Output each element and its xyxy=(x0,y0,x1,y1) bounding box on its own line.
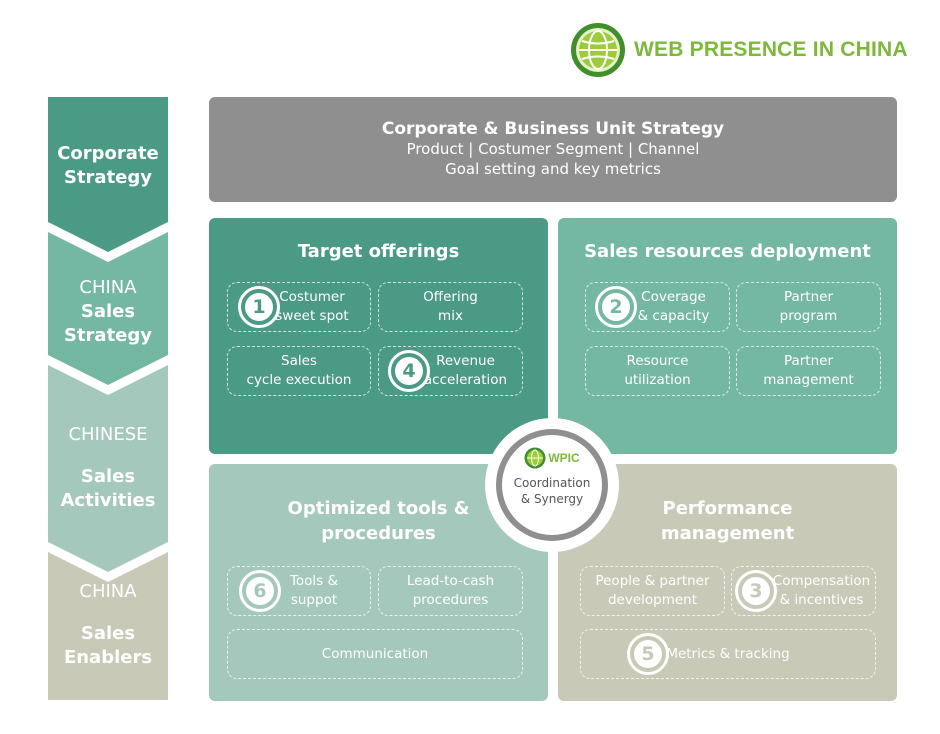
quadrant-title: Optimized tools & procedures xyxy=(287,498,470,544)
stage-corporate-shape xyxy=(48,97,168,252)
box-coverage-capacity: Coverage & capacity xyxy=(585,282,730,332)
stage-corporate-label: Corporate Strategy xyxy=(57,143,159,188)
box-tools-suppot: Tools & suppot xyxy=(227,566,371,616)
box-compensation-incentives: Compensation & incentives xyxy=(731,566,876,616)
brand-logo: WEB PRESENCE IN CHINA xyxy=(570,22,908,78)
banner-line-2: Goal setting and key metrics xyxy=(445,160,661,178)
quadrant-title: Sales resources deployment xyxy=(584,241,871,262)
box-people-partner-development: People & partner development xyxy=(580,566,725,616)
step-badge-1: 1 xyxy=(238,286,280,328)
box-communication: Communication xyxy=(227,629,523,679)
globe-icon xyxy=(524,447,546,469)
box-partner-management: Partner management xyxy=(736,346,881,396)
step-badge-2: 2 xyxy=(595,286,637,328)
quadrant-title: Target offerings xyxy=(297,241,460,262)
stage-sales-strategy-shape xyxy=(48,232,168,385)
box-partner-program: Partner program xyxy=(736,282,881,332)
step-badge-3: 3 xyxy=(735,570,777,612)
stage-sales-activities-label: CHINESE Sales Activities xyxy=(60,424,156,511)
quadrant-target-offerings: Target offerings Costumer sweet spot 1 Of… xyxy=(209,218,548,454)
stage-sales-activities-shape xyxy=(48,365,168,572)
box-lead-to-cash: Lead-to-cash procedures xyxy=(378,566,523,616)
stage-sales-strategy-label: CHINA Sales Strategy xyxy=(63,277,153,346)
quadrant-title: Performance management xyxy=(660,498,795,544)
coordination-hub: WPIC Coordination & Synergy xyxy=(485,418,619,552)
step-badge-5: 5 xyxy=(627,633,669,675)
box-resource-utilization: Resource utilization xyxy=(585,346,730,396)
box-sales-cycle-execution: Sales cycle execution xyxy=(227,346,371,396)
box-metrics-tracking: Metrics & tracking xyxy=(580,629,876,679)
hub-line-2: & Synergy xyxy=(520,492,584,506)
brand-name: WEB PRESENCE IN CHINA xyxy=(634,38,908,61)
box-revenue-acceleration: Revenue acceleration xyxy=(378,346,523,396)
step-badge-6: 6 xyxy=(239,570,281,612)
quadrant-sales-resources: Sales resources deployment Coverage & cap… xyxy=(558,218,897,454)
box-offering-mix: Offering mix xyxy=(378,282,523,332)
hub-logo: WPIC xyxy=(502,447,602,469)
hub-line-1: Coordination xyxy=(513,476,591,490)
box-costumer-sweet-spot: Costumer sweet spot xyxy=(227,282,371,332)
banner-line-1: Product | Costumer Segment | Channel xyxy=(406,140,700,158)
globe-icon xyxy=(571,23,625,77)
stage-sales-enablers-label: CHINA Sales Enablers xyxy=(63,581,153,668)
step-badge-4: 4 xyxy=(388,350,430,392)
corporate-strategy-banner: Corporate & Business Unit Strategy Produ… xyxy=(209,97,897,202)
hub-logo-text: WPIC xyxy=(548,451,580,465)
banner-title: Corporate & Business Unit Strategy xyxy=(381,119,725,139)
stage-sales-enablers-shape xyxy=(48,552,168,700)
